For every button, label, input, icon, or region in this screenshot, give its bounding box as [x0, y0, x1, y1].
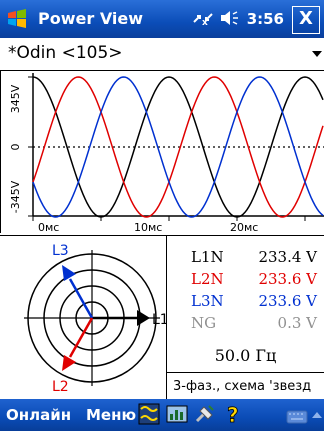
waveform-l2-line [32, 76, 324, 218]
windows-logo-icon[interactable] [6, 8, 28, 30]
settings-tools-icon[interactable] [194, 403, 216, 425]
app-title: Power View [38, 9, 144, 28]
wiring-scheme: 3-фаз., схема 'звезд [167, 372, 324, 400]
phasor-l1-label: L1 [152, 312, 166, 328]
clock: 3:56 [246, 10, 284, 28]
phasor-panel: L1 L3 L2 [0, 236, 169, 400]
reading-value: 233.4 V [258, 248, 317, 266]
x-label-20: 20мс [230, 221, 258, 233]
online-menu-button[interactable]: Онлайн [6, 406, 72, 424]
reading-label: L2N [191, 270, 224, 288]
svg-text:x: x [202, 18, 208, 26]
chevron-down-icon [312, 51, 322, 57]
reading-label: L3N [191, 292, 224, 310]
waveform-l1-line [32, 76, 324, 218]
title-bar: Power View x 3:56 X [0, 0, 324, 38]
waveform-view-icon[interactable] [138, 403, 160, 425]
reading-value: 233.6 V [258, 270, 317, 288]
y-label-zero: 0 [9, 144, 22, 151]
x-label-10: 10мс [134, 221, 162, 233]
close-button[interactable]: X [292, 6, 320, 34]
frequency-value: 50.0 Гц [214, 346, 277, 365]
reading-l1n: L1N 233.4 V [191, 248, 321, 268]
reading-l3n: L3N 233.6 V [191, 292, 321, 312]
chart-view-icon[interactable] [166, 403, 188, 425]
phasor-l2-arrow [62, 317, 94, 371]
waveform-l3-line [32, 76, 324, 218]
phasor-l2-label: L2 [52, 379, 69, 395]
reading-l2n: L2N 233.6 V [191, 270, 321, 290]
waveform-chart: 345V 0 -345V 0мс 10мс 20мс [0, 71, 324, 233]
speaker-icon [221, 11, 239, 25]
y-label-top: 345V [9, 84, 22, 113]
y-ticks [28, 76, 33, 217]
keyboard-chevron-icon[interactable] [312, 412, 322, 418]
menu-bar: Онлайн Меню ? [0, 399, 324, 431]
reading-value: 233.6 V [258, 292, 317, 310]
svg-text:?: ? [227, 403, 239, 425]
phasor-l3-arrow [62, 265, 94, 319]
help-icon[interactable]: ? [222, 403, 244, 425]
device-select-value: *Odin <105> [8, 43, 123, 63]
x-label-0: 0мс [38, 221, 59, 233]
readings-panel: L1N 233.4 V L2N 233.6 V L3N 233.6 V NG 0… [167, 236, 324, 400]
reading-ng: NG 0.3 V [191, 314, 321, 334]
device-select[interactable]: *Odin <105> [0, 38, 324, 71]
phasor-l1-arrow [92, 310, 150, 326]
keyboard-icon[interactable] [286, 406, 308, 428]
reading-value: 0.3 V [277, 314, 317, 332]
phasor-l3-label: L3 [52, 243, 69, 259]
bottom-panel: L1 L3 L2 L1N 233.4 V L2N 233.6 V L3N 233… [0, 235, 324, 400]
reading-label: NG [191, 314, 217, 332]
main-menu-button[interactable]: Меню [86, 406, 137, 424]
phasor-diagram: L1 L3 L2 [24, 243, 169, 395]
y-label-bottom: -345V [9, 180, 22, 213]
connectivity-icon: x [193, 13, 213, 28]
reading-label: L1N [191, 248, 224, 266]
status-area[interactable]: x 3:56 [192, 10, 284, 28]
